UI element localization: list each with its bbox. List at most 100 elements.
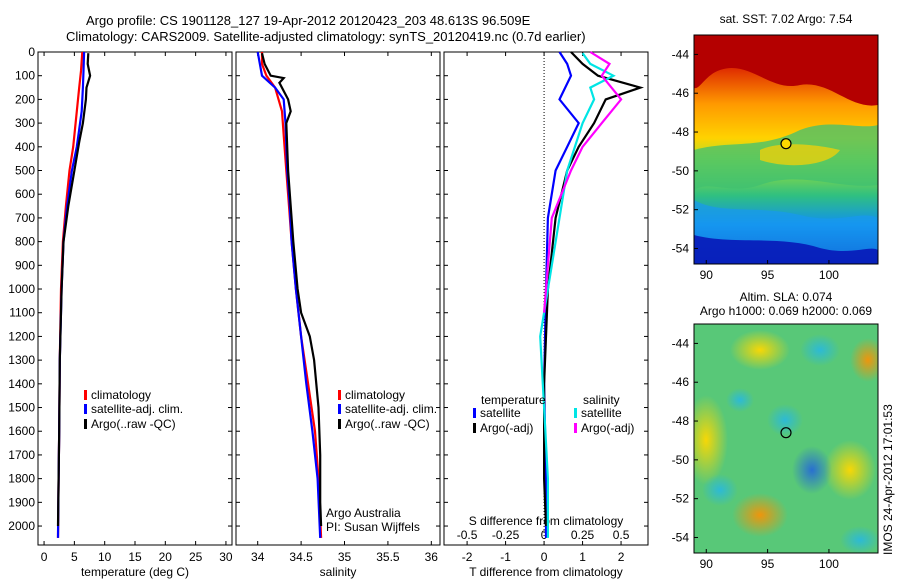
temperature-xtick-label: 15 (128, 550, 142, 564)
depth-tick-label: 900 (15, 258, 35, 272)
sst-map-xtick-label: 90 (700, 268, 714, 282)
legend-label: Argo(-adj) (480, 421, 533, 435)
temperature-xtick-label: 30 (219, 550, 233, 564)
salinity-xtick-label: 34 (251, 550, 265, 564)
imos-stamp: IMOS 24-Apr-2012 17:01:53 (881, 404, 895, 555)
legend-title: salinity (583, 393, 620, 407)
depth-tick-label: 200 (15, 92, 35, 106)
temperature-xlabel: temperature (deg C) (81, 565, 189, 579)
temperature-xtick-label: 0 (41, 550, 48, 564)
sla-map-title: Altim. SLA: 0.074 (740, 290, 833, 304)
sst-map-title: sat. SST: 7.02 Argo: 7.54 (720, 12, 853, 26)
legend-label: climatology (91, 388, 151, 402)
legend-swatch (338, 390, 341, 400)
sst-map (693, 34, 879, 265)
depth-tick-label: 1700 (8, 448, 35, 462)
depth-tick-label: 1300 (8, 353, 35, 367)
legend-label: Argo(..raw -QC) (91, 417, 176, 431)
sla-map-ytick-label: -48 (672, 414, 690, 428)
legend-label: satellite-adj. clim. (345, 402, 437, 416)
sdiff-tick-label: -0.5 (457, 528, 478, 542)
legend-swatch (574, 423, 577, 433)
annotation-line: PI: Susan Wijffels (326, 520, 420, 534)
depth-tick-label: 1500 (8, 401, 35, 415)
legend-title: temperature (481, 393, 546, 407)
temperature-xtick-label: 20 (159, 550, 173, 564)
legend-swatch (338, 419, 341, 429)
legend-swatch (338, 404, 341, 414)
sst-map-ytick-label: -54 (672, 241, 690, 255)
salinity-xtick-label: 35.5 (376, 550, 400, 564)
sst-map-xtick-label: 95 (761, 268, 775, 282)
sla-map-ytick-label: -50 (672, 453, 690, 467)
legend-swatch (84, 419, 87, 429)
depth-tick-label: 2000 (8, 519, 35, 533)
annotation-line: Argo Australia (326, 506, 401, 520)
depth-tick-label: 0 (28, 45, 35, 59)
salinity-xtick-label: 36 (425, 550, 439, 564)
sla-map-subtitle: Argo h1000: 0.069 h2000: 0.069 (700, 304, 872, 318)
temperature-frame (37, 51, 233, 546)
legend-label: Argo(..raw -QC) (345, 417, 430, 431)
depth-tick-label: 1400 (8, 377, 35, 391)
series-satellite-adj-clim- (256, 51, 322, 538)
differences-xtick-label: 1 (579, 550, 586, 564)
series-temperature-argo-adj- (543, 51, 645, 527)
legend-label: climatology (345, 388, 405, 402)
sst-map-ytick-label: -52 (672, 203, 690, 217)
legend-label: satellite (581, 406, 622, 420)
differences-xtick-label: -1 (500, 550, 511, 564)
legend-label: satellite-adj. clim. (91, 402, 183, 416)
legend-swatch (473, 423, 476, 433)
salinity-panel: 34 34.5 35 35.5 36 salinity climatologysatelli… (235, 51, 441, 579)
legend-label: satellite (480, 406, 521, 420)
depth-tick-label: 1800 (8, 472, 35, 486)
sdiff-tick-label: -0.25 (492, 528, 520, 542)
header-line2: Climatology: CARS2009. Satellite-adjuste… (66, 29, 586, 44)
sst-map-xtick-label: 100 (819, 268, 839, 282)
temperature-panel: 0100200300400500600700800900100011001200… (8, 45, 233, 579)
sla-map-xtick-label: 95 (761, 557, 775, 571)
sla-map-ytick-label: -46 (672, 375, 690, 389)
sdiff-tick-label: 0 (541, 528, 548, 542)
depth-tick-label: 300 (15, 116, 35, 130)
sla-map-argo-marker (780, 427, 792, 439)
legend-swatch (473, 408, 476, 418)
depth-tick-label: 800 (15, 235, 35, 249)
salinity-xlabel: salinity (320, 565, 357, 579)
sla-map-xtick-label: 100 (819, 557, 839, 571)
sst-map-ytick-label: -44 (672, 47, 690, 61)
depth-tick-label: 400 (15, 140, 35, 154)
sla-map-xtick-label: 90 (700, 557, 714, 571)
depth-tick-label: 1600 (8, 424, 35, 438)
salinity-xtick-label: 35 (338, 550, 352, 564)
sst-map-ytick-label: -46 (672, 86, 690, 100)
temperature-xtick-label: 10 (98, 550, 112, 564)
series-salinity-argo-adj- (543, 51, 623, 313)
series-salinity-satellite (539, 52, 616, 538)
sla-map (693, 323, 879, 554)
depth-tick-label: 1200 (8, 329, 35, 343)
differences-xtick-label: 0 (541, 550, 548, 564)
sla-map-ytick-label: -44 (672, 336, 690, 350)
differences-xlabel: T difference from climatology (469, 565, 623, 579)
map-axes: sat. SST: 7.02 Argo: 7.54 -44 -46 -48 -50 -52… (672, 12, 873, 571)
temperature-xtick-label: 25 (189, 550, 203, 564)
depth-tick-label: 1000 (8, 282, 35, 296)
legend-label: Argo(-adj) (581, 421, 634, 435)
legend-swatch (84, 390, 87, 400)
depth-tick-label: 1900 (8, 495, 35, 509)
header-line1: Argo profile: CS 1901128_127 19-Apr-2012… (86, 13, 531, 28)
salinity-xtick-label: 34.5 (289, 550, 313, 564)
sdiff-tick-label: 0.25 (571, 528, 595, 542)
series-argo-raw-qc- (56, 53, 92, 527)
sst-map-ytick-label: -48 (672, 125, 690, 139)
sst-map-ytick-label: -50 (672, 164, 690, 178)
sdiff-tick-label: 0.5 (613, 528, 630, 542)
series-argo-raw-qc- (260, 52, 323, 527)
depth-tick-label: 600 (15, 187, 35, 201)
legend-swatch (574, 408, 577, 418)
differences-xtick-label: -2 (462, 550, 473, 564)
salinity-frame (235, 51, 441, 546)
